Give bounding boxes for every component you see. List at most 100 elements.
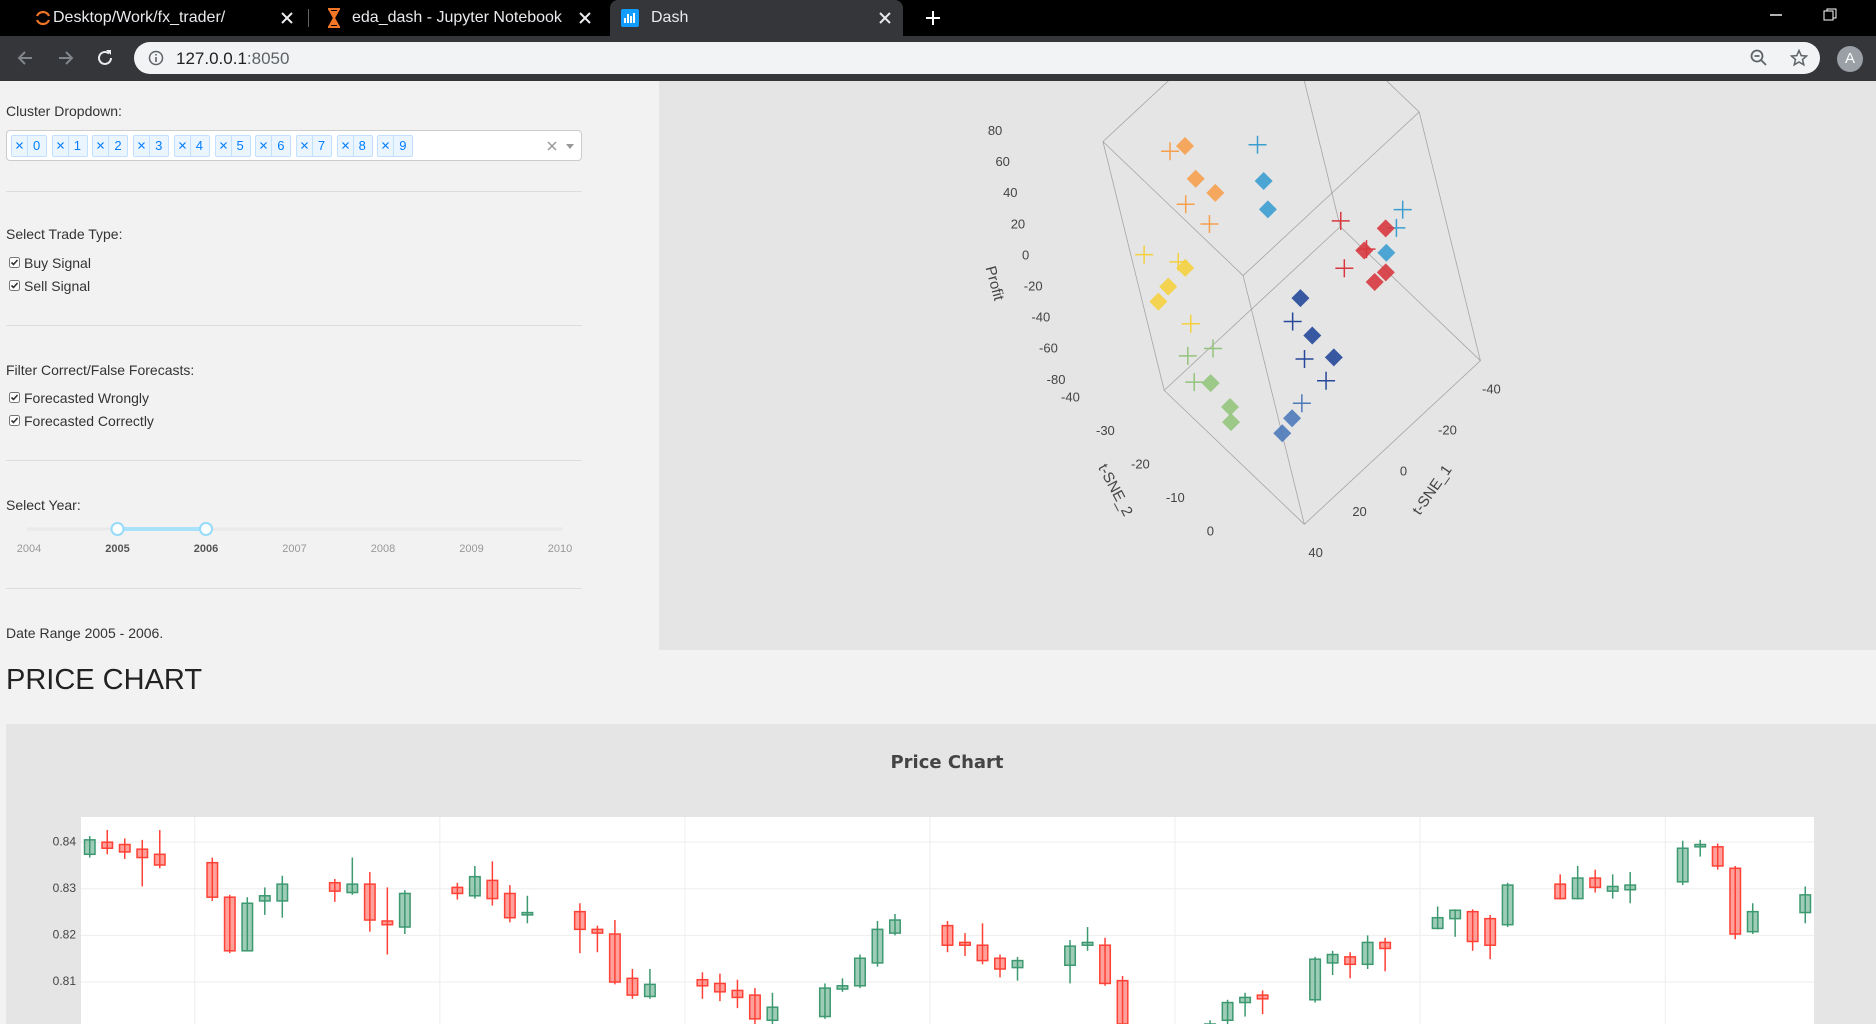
zoom-icon[interactable] (1750, 49, 1768, 67)
slider-dot (27, 527, 31, 531)
candles (83, 817, 1812, 1024)
cube-edge (1163, 226, 1341, 391)
cluster-chip[interactable]: 7 (295, 135, 332, 157)
checkbox[interactable] (9, 415, 20, 426)
axis3d-tick-label: -60 (1039, 341, 1058, 356)
cluster-chip[interactable]: 6 (255, 135, 292, 157)
forward-button[interactable] (57, 49, 75, 67)
chip-remove[interactable] (16, 142, 23, 149)
checkbox-label[interactable]: Sell Signal (24, 278, 91, 294)
candle-body (888, 919, 901, 934)
chip-remove[interactable] (219, 142, 227, 149)
checkbox-label[interactable]: Forecasted Correctly (24, 413, 154, 429)
price-chart[interactable]: Price Chart 0.81 0.82 0.83 0.84 (53, 752, 1814, 1024)
candle-body (696, 978, 709, 987)
omnibox[interactable]: 127.0.0.1:8050 (134, 42, 1820, 74)
candle-body (503, 892, 516, 919)
point-cross (1200, 215, 1219, 234)
candle-body (1554, 883, 1567, 900)
slider-mark-label: 2009 (459, 543, 483, 555)
point-diamond (1291, 289, 1310, 308)
candle-body (1571, 877, 1584, 900)
cluster-chip[interactable]: 0 (11, 135, 47, 157)
chip-remove[interactable] (382, 142, 390, 149)
axis3d-tick-label: 20 (1352, 504, 1366, 519)
checkbox[interactable] (9, 392, 20, 403)
year-slider[interactable]: 2004 2005 2006 2007 2008 2009 2010 (17, 522, 572, 555)
bookmark-star[interactable] (1790, 49, 1808, 67)
axis3d-tick-label: -20 (1131, 457, 1150, 472)
reload-button[interactable] (96, 49, 114, 67)
point-diamond (1201, 374, 1220, 393)
tab-close[interactable] (579, 12, 591, 24)
date-range: Date Range 2005 - 2006. (6, 625, 164, 641)
chip-remove[interactable] (97, 142, 105, 149)
chart-title: Price Chart (890, 752, 1003, 773)
candle-body (608, 933, 621, 983)
candle-body (818, 987, 831, 1018)
dropdown-clear[interactable] (547, 141, 557, 151)
tab-separator (308, 9, 309, 27)
checkbox-label[interactable]: Buy Signal (24, 255, 91, 271)
checkbox[interactable] (9, 280, 20, 291)
point-diamond (1149, 292, 1168, 311)
cluster-chip[interactable]: 3 (133, 135, 170, 157)
point-diamond (1377, 243, 1396, 262)
slider-mark-label: 2007 (282, 543, 306, 555)
point-cross (1135, 245, 1154, 264)
chip-remove[interactable] (56, 142, 64, 149)
cluster-dropdown[interactable]: 0 1 2 3 4 5 6 7 8 9 (6, 130, 582, 161)
candle-body (626, 977, 639, 996)
chip-remove[interactable] (260, 142, 268, 149)
checkbox[interactable] (9, 257, 20, 268)
tab-active[interactable]: Dash (610, 0, 903, 36)
chip-label: 8 (352, 136, 366, 156)
slider-handle[interactable] (110, 522, 125, 536)
year-label: Select Year: (6, 497, 81, 513)
slider-handle[interactable] (199, 522, 213, 536)
tab[interactable]: Desktop/Work/fx_trader/ (12, 0, 305, 36)
back-button[interactable] (16, 49, 34, 67)
chip-remove[interactable] (138, 142, 146, 149)
profile-avatar[interactable]: A (1837, 46, 1863, 72)
cube-edge (1102, 81, 1169, 142)
tab-close[interactable] (281, 12, 293, 24)
tab[interactable]: eda_dash - Jupyter Notebook (317, 0, 604, 36)
chip-remove[interactable] (178, 142, 186, 149)
candle-body (1361, 941, 1374, 966)
minimize[interactable] (1769, 8, 1783, 22)
cluster-chip[interactable]: 4 (173, 135, 210, 157)
candle-body (276, 883, 289, 902)
restore[interactable] (1823, 8, 1837, 22)
cluster-chip[interactable]: 8 (336, 135, 373, 157)
tab-close[interactable] (879, 12, 891, 24)
slider-dot (292, 527, 297, 531)
point-cross (1185, 373, 1204, 392)
axis3d-tick-label: -40 (1482, 381, 1501, 396)
point-diamond (1303, 326, 1322, 345)
cube-edge (1102, 141, 1165, 391)
point-diamond (1355, 241, 1374, 260)
new-tab[interactable] (925, 10, 941, 26)
candle-body (83, 839, 96, 856)
candle-body (1501, 884, 1514, 926)
candle-body (1746, 910, 1759, 933)
chip-remove[interactable] (300, 142, 308, 149)
candle-body (1326, 953, 1339, 964)
candle-body (1256, 994, 1269, 1000)
candle-body (836, 985, 849, 990)
chip-label: 4 (189, 136, 203, 156)
site-info-icon[interactable] (148, 50, 164, 66)
cluster-chip[interactable]: 9 (377, 135, 414, 157)
candle-body (1344, 956, 1357, 966)
checkbox-label[interactable]: Forecasted Wrongly (24, 390, 150, 406)
axis3d-tick-label: 60 (995, 154, 1009, 169)
chip-remove[interactable] (341, 142, 349, 149)
dropdown-arrow[interactable] (565, 142, 575, 152)
candle-body (1711, 846, 1724, 867)
cluster-chip[interactable]: 5 (214, 135, 251, 157)
cluster-chip[interactable]: 1 (51, 135, 88, 157)
cluster-chip[interactable]: 2 (92, 135, 129, 157)
point-diamond (1159, 277, 1178, 296)
